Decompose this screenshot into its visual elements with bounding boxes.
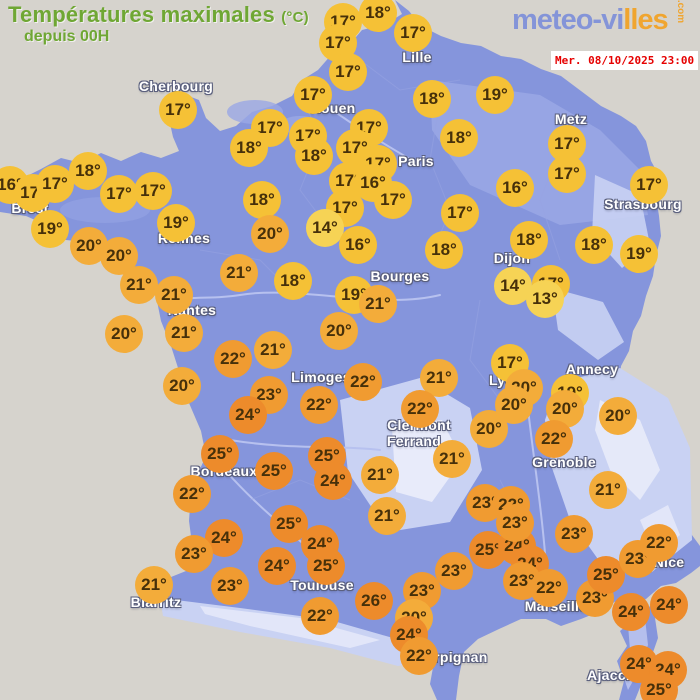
temp-bubble: 17° [36, 165, 74, 203]
city-label: Strasbourg [604, 196, 682, 212]
logo-orange-part: lles [623, 4, 668, 36]
temp-bubble: 21° [368, 497, 406, 535]
temp-bubble: 19° [476, 76, 514, 114]
temp-bubble: 18° [69, 152, 107, 190]
temp-bubble: 17° [374, 181, 412, 219]
temp-bubble: 23° [211, 567, 249, 605]
temp-bubble: 26° [355, 582, 393, 620]
temp-bubble: 17° [134, 172, 172, 210]
temp-bubble: 22° [300, 386, 338, 424]
temp-bubble: 13° [526, 280, 564, 318]
temp-bubble: 17° [394, 14, 432, 52]
temp-bubble: 21° [155, 276, 193, 314]
temp-bubble: 22° [535, 420, 573, 458]
temp-bubble: 22° [344, 363, 382, 401]
temp-bubble: 23° [496, 504, 534, 542]
temp-bubble: 21° [120, 266, 158, 304]
temp-bubble: 25° [587, 556, 625, 594]
temp-bubble: 22° [301, 597, 339, 635]
temp-bubble: 17° [100, 175, 138, 213]
temp-bubble: 25° [255, 452, 293, 490]
temp-bubble: 23° [175, 535, 213, 573]
temp-bubble: 25° [201, 435, 239, 473]
temp-bubble: 17° [329, 53, 367, 91]
temp-bubble: 16° [339, 226, 377, 264]
temp-bubble: 20° [599, 397, 637, 435]
temp-bubble: 19° [620, 235, 658, 273]
meteo-villes-logo[interactable]: meteo-villes .com [512, 0, 692, 37]
city-label: Limoges [291, 369, 351, 385]
temp-bubble: 20° [163, 367, 201, 405]
temp-bubble: 22° [640, 524, 678, 562]
temp-bubble: 24° [650, 586, 688, 624]
temp-bubble: 18° [510, 221, 548, 259]
temp-bubble: 18° [274, 262, 312, 300]
city-label: Cherbourg [138, 78, 214, 94]
temp-bubble: 18° [230, 129, 268, 167]
temp-bubble: 17° [294, 76, 332, 114]
temp-bubble: 17° [441, 194, 479, 232]
temp-bubble: 19° [157, 204, 195, 242]
temp-bubble: 22° [401, 390, 439, 428]
temp-bubble: 24° [314, 462, 352, 500]
temp-bubble: 14° [306, 209, 344, 247]
page-subtitle: depuis 00H [24, 28, 110, 45]
temp-bubble: 20° [320, 312, 358, 350]
title-text: Températures maximales [8, 2, 275, 27]
city-label: Toulouse [290, 577, 354, 593]
temp-bubble: 17° [159, 91, 197, 129]
temp-bubble: 22° [214, 340, 252, 378]
city-label: Annecy [565, 361, 619, 377]
temp-bubble: 18° [295, 137, 333, 175]
temp-bubble: 19° [31, 210, 69, 248]
temp-bubble: 22° [400, 637, 438, 675]
temp-bubble: 21° [135, 566, 173, 604]
temp-bubble: 16° [496, 169, 534, 207]
temp-bubble: 21° [359, 285, 397, 323]
temp-bubble: 24° [612, 593, 650, 631]
temp-bubble: 23° [555, 515, 593, 553]
temp-bubble: 20° [470, 410, 508, 448]
temp-bubble: 21° [433, 440, 471, 478]
temp-bubble: 24° [258, 547, 296, 585]
temp-bubble: 18° [425, 231, 463, 269]
temp-bubble: 22° [530, 569, 568, 607]
city-label: Paris [398, 153, 434, 169]
city-label: Metz [554, 111, 588, 127]
temp-bubble: 18° [440, 119, 478, 157]
temp-bubble: 20° [251, 215, 289, 253]
temp-bubble: 18° [243, 181, 281, 219]
temp-bubble: 21° [220, 254, 258, 292]
city-label: Grenoble [532, 454, 596, 470]
temp-bubble: 23° [435, 552, 473, 590]
city-label: Lille [402, 49, 432, 65]
temp-bubble: 22° [173, 475, 211, 513]
temp-bubble: 18° [575, 226, 613, 264]
page-title: Températures maximales (°C) [8, 2, 309, 28]
temp-bubble: 21° [165, 314, 203, 352]
temp-bubble: 21° [361, 456, 399, 494]
temp-bubble: 24° [229, 396, 267, 434]
title-unit: (°C) [281, 9, 309, 26]
temp-bubble: 21° [254, 331, 292, 369]
temp-bubble: 14° [494, 267, 532, 305]
temp-bubble: 17° [548, 155, 586, 193]
datetime-badge: Mer. 08/10/2025 23:00 [551, 51, 699, 70]
temp-bubble: 21° [589, 471, 627, 509]
temp-bubble: 18° [359, 0, 397, 32]
temp-bubble: 25° [640, 671, 678, 700]
temp-bubble: 20° [105, 315, 143, 353]
temp-bubble: 17° [251, 109, 289, 147]
city-label: Ferrand [386, 433, 442, 449]
temp-bubble: 17° [630, 166, 668, 204]
temp-bubble: 18° [413, 80, 451, 118]
logo-blue-part: meteo-vi [512, 4, 624, 36]
logo-tld: .com [674, 0, 686, 24]
city-label: Bourges [370, 268, 430, 284]
temp-bubble: 25° [307, 547, 345, 585]
